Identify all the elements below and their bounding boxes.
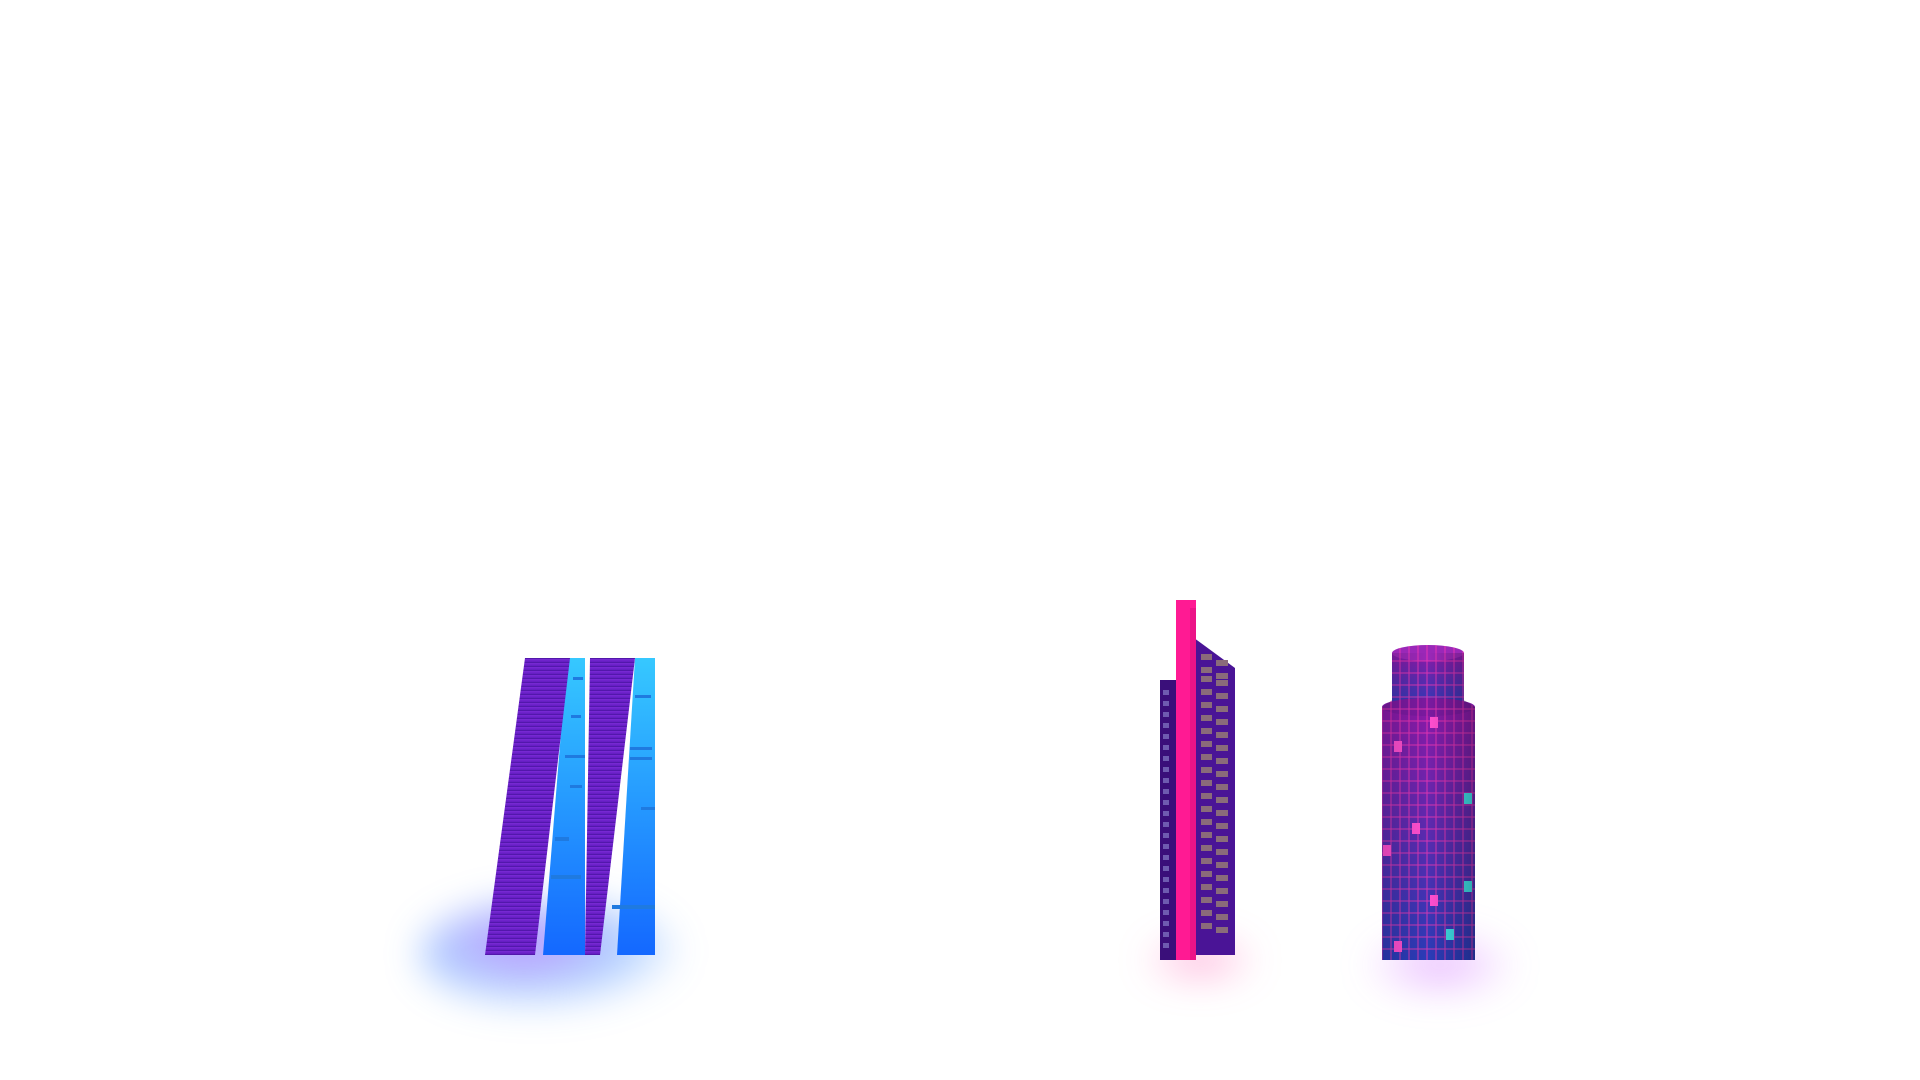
window bbox=[1216, 888, 1228, 894]
window bbox=[1216, 875, 1228, 881]
window bbox=[1201, 780, 1212, 786]
window bbox=[1201, 871, 1212, 877]
side-window bbox=[1163, 899, 1169, 904]
window bbox=[1216, 797, 1228, 803]
window bbox=[1201, 728, 1212, 734]
window bbox=[1201, 702, 1212, 708]
purple-slab-left bbox=[485, 658, 570, 955]
window bbox=[1201, 806, 1212, 812]
spire-office-tower-graphic bbox=[1160, 600, 1235, 960]
glass-slab-right bbox=[617, 658, 655, 955]
window bbox=[1201, 654, 1212, 660]
window bbox=[1216, 693, 1228, 699]
window bbox=[1216, 719, 1228, 725]
side-window bbox=[1163, 723, 1169, 728]
window bbox=[1201, 819, 1212, 825]
side-window bbox=[1163, 745, 1169, 750]
window bbox=[1216, 745, 1228, 751]
side-window bbox=[1163, 866, 1169, 871]
window bbox=[1201, 923, 1212, 929]
side-window bbox=[1163, 811, 1169, 816]
side-window bbox=[1163, 888, 1169, 893]
side-window bbox=[1163, 767, 1169, 772]
window bbox=[1201, 754, 1212, 760]
window bbox=[1216, 784, 1228, 790]
spire-office-tower bbox=[1160, 600, 1250, 960]
window bbox=[1216, 849, 1228, 855]
window bbox=[1201, 667, 1212, 673]
side-window bbox=[1163, 701, 1169, 706]
window bbox=[1216, 706, 1228, 712]
side-window bbox=[1163, 844, 1169, 849]
window bbox=[1216, 660, 1228, 666]
window bbox=[1201, 910, 1212, 916]
twin-slanted-tower bbox=[485, 655, 665, 965]
side-window bbox=[1163, 734, 1169, 739]
window bbox=[1201, 832, 1212, 838]
window bbox=[1201, 767, 1212, 773]
side-window bbox=[1163, 943, 1169, 948]
side-window bbox=[1163, 822, 1169, 827]
purple-slab-right bbox=[585, 658, 635, 955]
window bbox=[1201, 689, 1212, 695]
window bbox=[1201, 793, 1212, 799]
window bbox=[1201, 858, 1212, 864]
side-window bbox=[1163, 690, 1169, 695]
window bbox=[1216, 823, 1228, 829]
window bbox=[1201, 676, 1212, 682]
twin-slanted-tower-graphic bbox=[485, 658, 655, 955]
main-facade bbox=[1190, 635, 1235, 955]
side-window bbox=[1163, 756, 1169, 761]
cylindrical-tower bbox=[1380, 645, 1480, 965]
side-window bbox=[1163, 910, 1169, 915]
side-window bbox=[1163, 877, 1169, 882]
window bbox=[1201, 741, 1212, 747]
side-window bbox=[1163, 921, 1169, 926]
window bbox=[1201, 845, 1212, 851]
facade-windows bbox=[1201, 654, 1228, 933]
window bbox=[1216, 914, 1228, 920]
side-window bbox=[1163, 932, 1169, 937]
window bbox=[1216, 758, 1228, 764]
window bbox=[1216, 771, 1228, 777]
window bbox=[1216, 680, 1228, 686]
side-window bbox=[1163, 778, 1169, 783]
side-window bbox=[1163, 833, 1169, 838]
side-wing-windows bbox=[1163, 690, 1169, 948]
window bbox=[1201, 715, 1212, 721]
window bbox=[1216, 862, 1228, 868]
glass-stripes bbox=[551, 677, 655, 909]
window bbox=[1216, 673, 1228, 679]
window bbox=[1201, 897, 1212, 903]
glass-slab-middle bbox=[543, 658, 585, 955]
cylindrical-tower-graphic bbox=[1382, 645, 1475, 961]
window bbox=[1216, 927, 1228, 933]
window bbox=[1216, 836, 1228, 842]
side-window bbox=[1163, 789, 1169, 794]
window bbox=[1216, 732, 1228, 738]
side-window bbox=[1163, 800, 1169, 805]
window bbox=[1216, 901, 1228, 907]
side-window bbox=[1163, 712, 1169, 717]
window bbox=[1216, 810, 1228, 816]
side-window bbox=[1163, 855, 1169, 860]
window bbox=[1201, 884, 1212, 890]
side-wing bbox=[1160, 680, 1176, 960]
